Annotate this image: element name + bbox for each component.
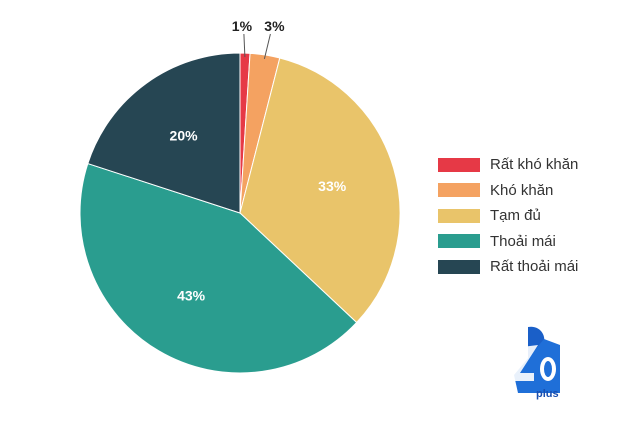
legend-item: Rất khó khăn (438, 152, 578, 178)
legend-label: Rất thoải mái (490, 258, 579, 276)
pie-slice-3 (79, 162, 358, 374)
legend-swatch (438, 157, 480, 172)
legend-label: Tạm đủ (490, 207, 541, 225)
pie-slice-2 (239, 57, 401, 324)
legend-item: Rất thoải mái (438, 254, 578, 280)
data-label-4: 20% (170, 127, 199, 143)
leader-line-1 (263, 33, 271, 60)
legend-label: Thoải mái (490, 232, 556, 250)
pie-slice-4 (87, 52, 241, 214)
logo-text: plus (536, 388, 559, 400)
logo-40plus: plus (512, 326, 560, 400)
data-label-1: 3% (264, 18, 285, 34)
legend-label: Rất khó khăn (490, 156, 579, 174)
legend-item: Thoải mái (438, 229, 578, 255)
data-label-2: 33% (318, 178, 347, 194)
legend-swatch (438, 208, 480, 223)
pie-chart: 1% 3% 33% 43% 20% (79, 18, 401, 374)
data-label-0: 1% (232, 18, 253, 34)
legend-swatch (438, 183, 480, 198)
legend-swatch (438, 234, 480, 249)
data-label-3: 43% (177, 288, 206, 304)
legend: Rất khó khăn Khó khăn Tạm đủ Thoải mái Rất t… (438, 152, 578, 280)
leader-line-0 (243, 33, 246, 58)
legend-label: Khó khăn (490, 181, 554, 199)
legend-item: Tạm đủ (438, 203, 578, 229)
legend-swatch (438, 259, 480, 274)
legend-item: Khó khăn (438, 178, 578, 204)
